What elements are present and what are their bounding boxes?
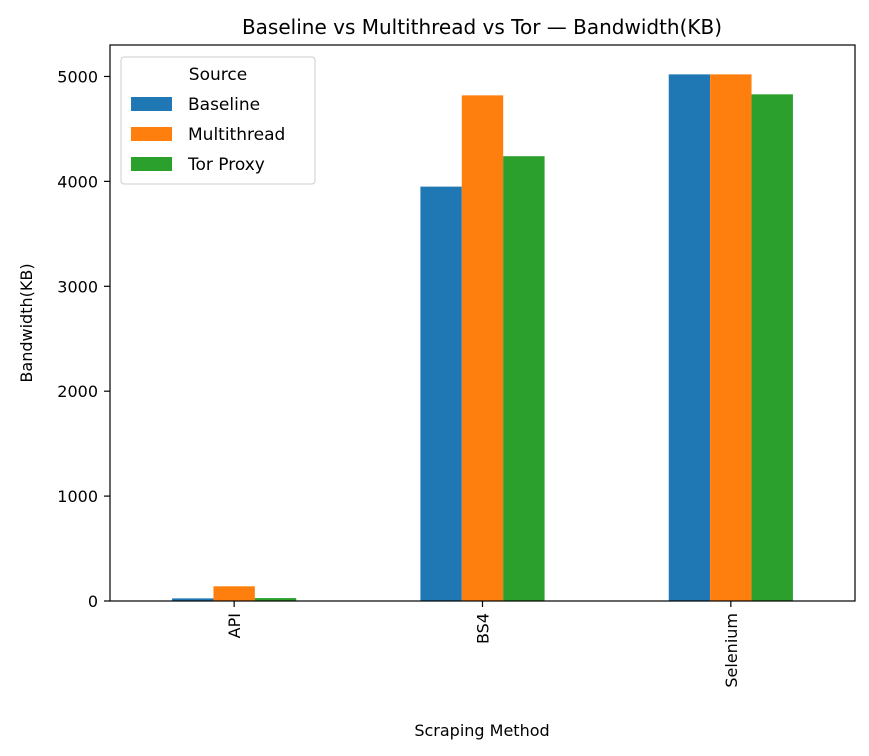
bars-group [172, 74, 793, 602]
bar-multithread-selenium [710, 74, 752, 602]
legend-frame [120, 56, 316, 185]
y-axis: 0 1000 2000 3000 4000 5000 [57, 67, 110, 611]
y-tick-label: 2000 [57, 382, 98, 401]
bar-tor-proxy-selenium [751, 94, 793, 601]
legend-label-baseline: Baseline [188, 95, 260, 115]
y-tick-label: 5000 [57, 67, 98, 86]
bar-baseline-api [172, 598, 214, 601]
x-axis-label: Scraping Method [414, 721, 549, 740]
legend-label-multithread: Multithread [188, 125, 285, 145]
chart-title: Baseline vs Multithread vs Tor — Bandwid… [242, 15, 722, 39]
x-tick-label: BS4 [474, 613, 493, 644]
y-tick-label: 0 [88, 592, 98, 611]
legend-items: Baseline Multithread Tor Proxy [131, 95, 285, 175]
legend-swatch-tor-proxy [131, 157, 172, 171]
y-axis-label: Bandwidth(KB) [17, 263, 36, 382]
y-tick-label: 1000 [57, 487, 98, 506]
legend-label-tor-proxy: Tor Proxy [187, 155, 265, 175]
bar-multithread-bs4 [461, 95, 504, 601]
bar-baseline-bs4 [420, 186, 462, 601]
bar-tor-proxy-bs4 [503, 156, 545, 601]
x-tick-label: Selenium [722, 613, 741, 688]
legend-swatch-baseline [131, 97, 172, 111]
legend-swatch-multithread [131, 127, 172, 141]
x-tick-label: API [225, 613, 244, 638]
x-axis: API BS4 Selenium [225, 601, 741, 688]
legend: Source Baseline Multithread Tor Proxy [120, 56, 316, 185]
bar-tor-proxy-api [254, 598, 297, 601]
y-tick-label: 3000 [57, 277, 98, 296]
legend-title: Source [189, 65, 247, 85]
bar-baseline-selenium [668, 74, 711, 602]
y-tick-label: 4000 [57, 172, 98, 191]
plot-frame [109, 44, 856, 602]
bar-multithread-api [213, 586, 255, 601]
